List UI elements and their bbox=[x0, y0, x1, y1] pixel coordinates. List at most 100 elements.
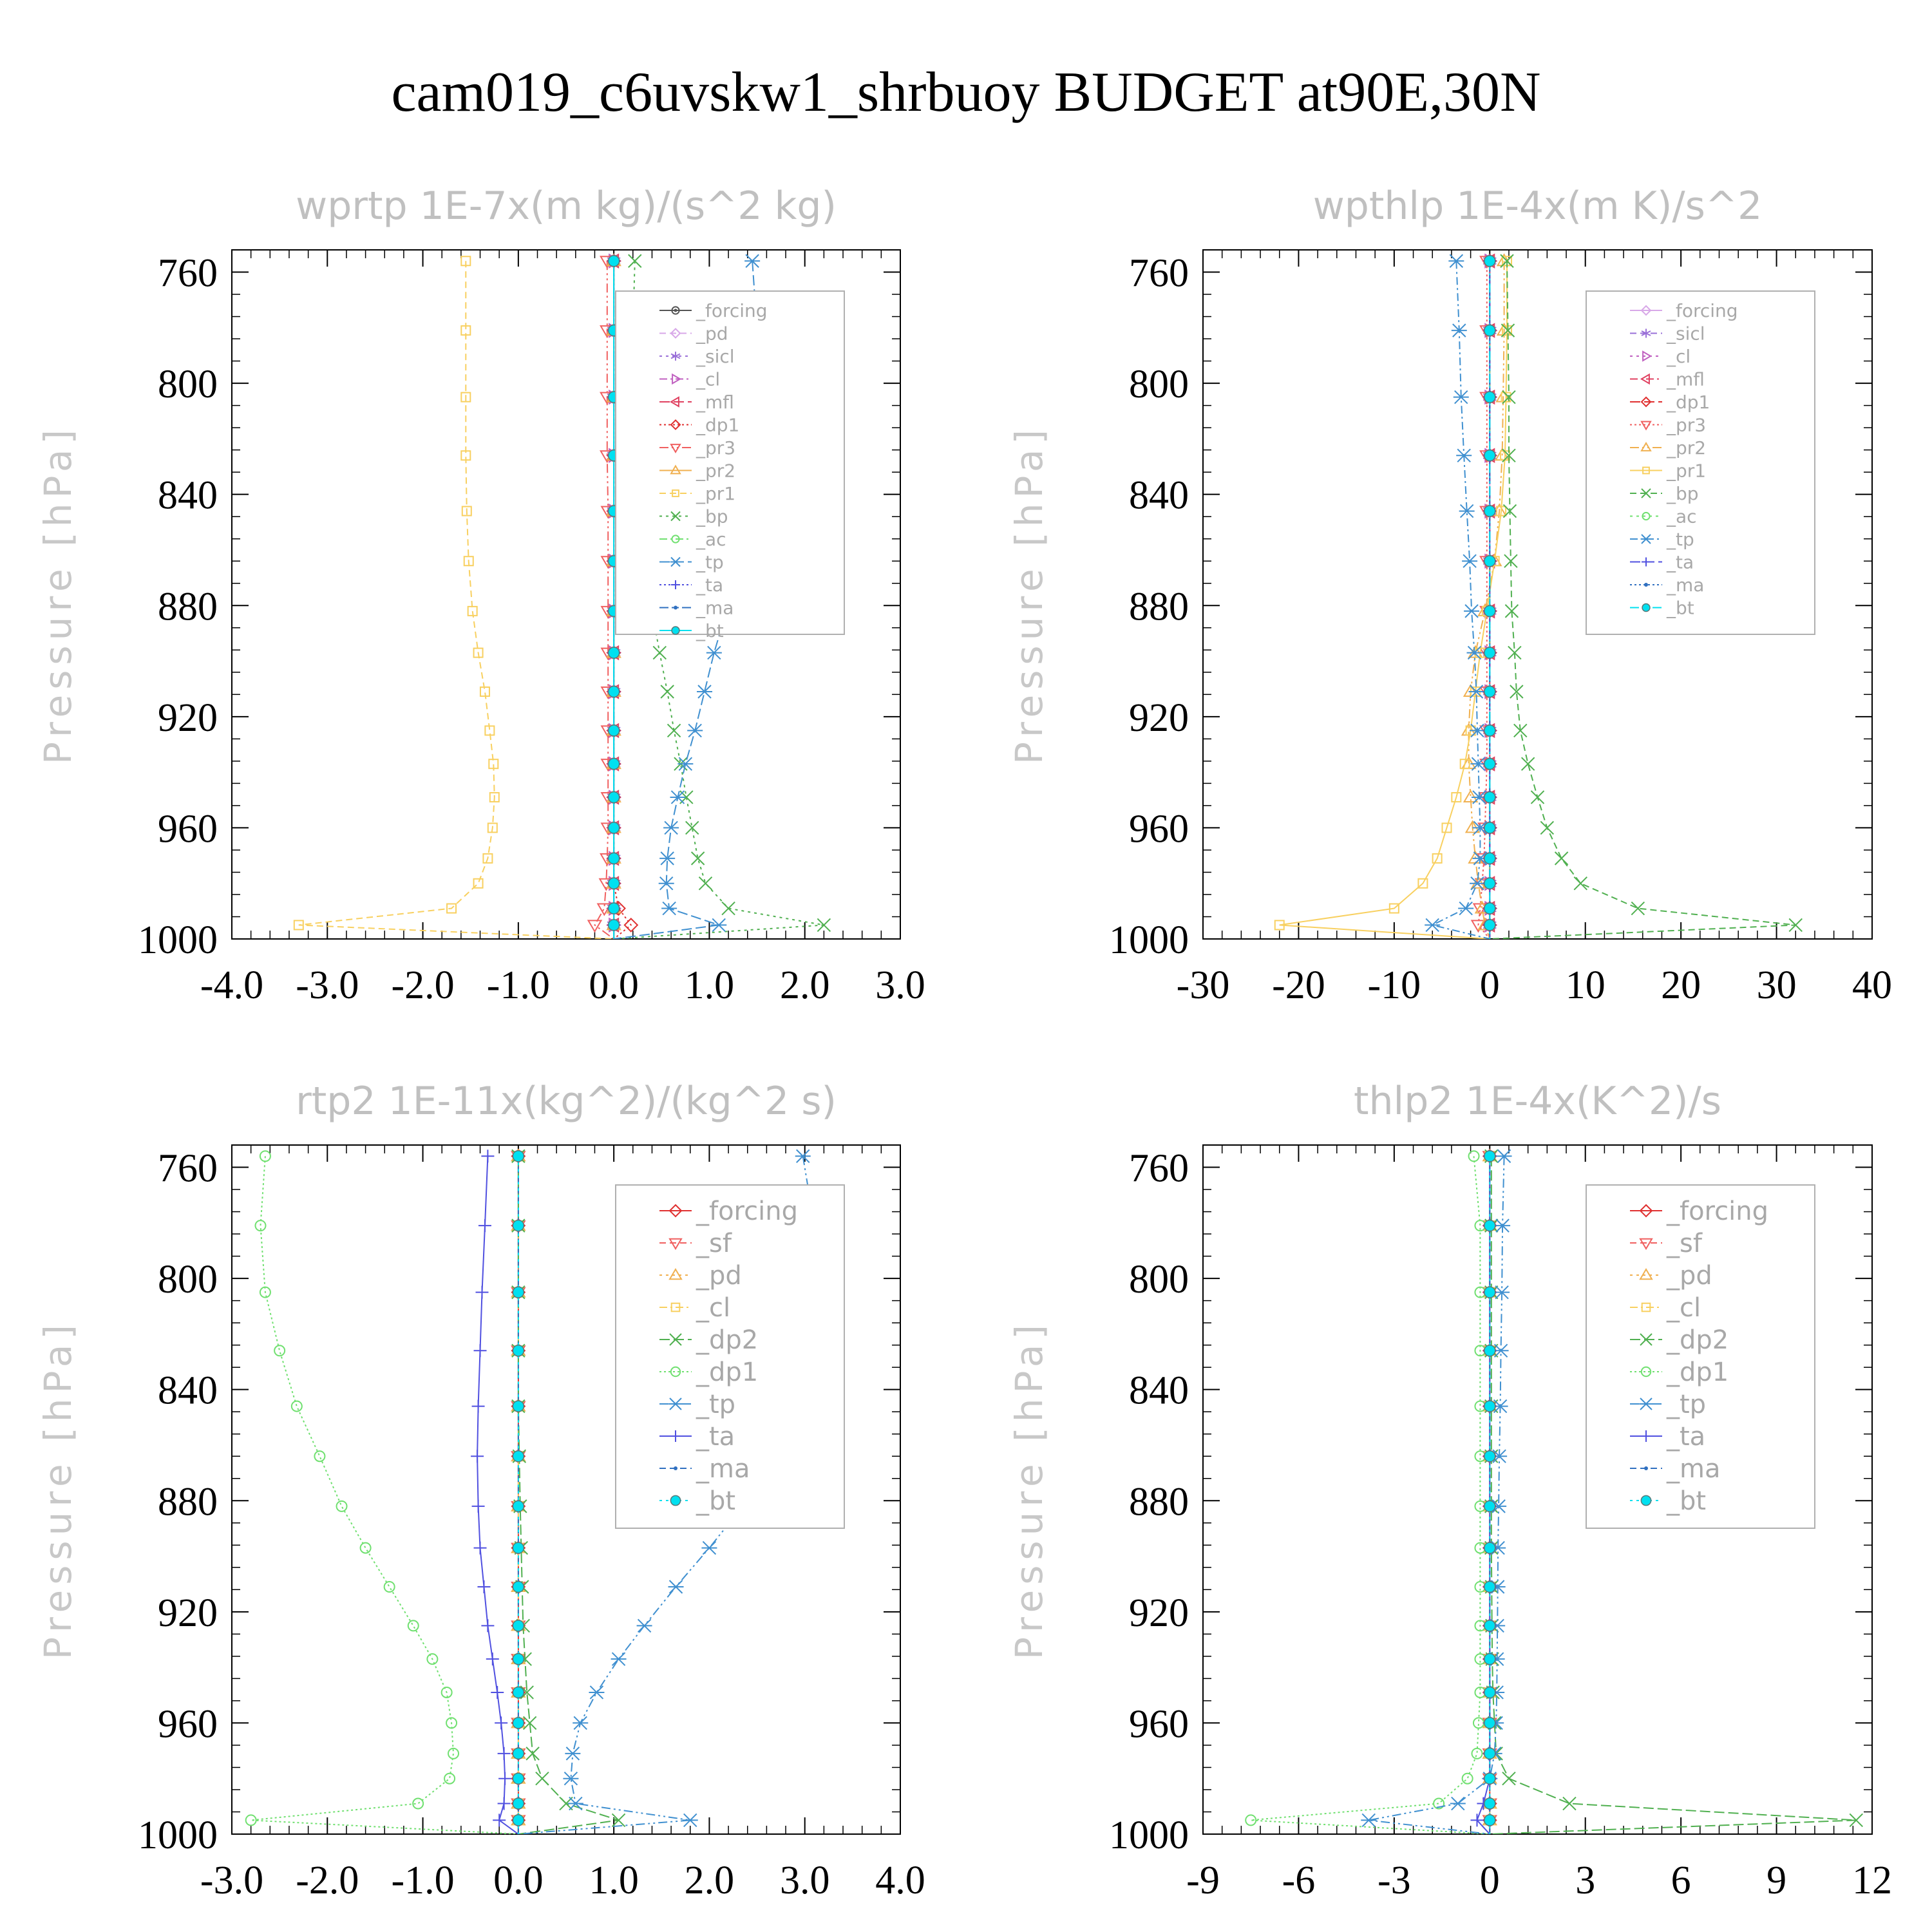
x-tick-label: -2.0 bbox=[391, 963, 454, 1007]
x-tick-label: -1.0 bbox=[391, 1859, 454, 1902]
x-tick-label: 12 bbox=[1852, 1859, 1892, 1902]
legend-marker bbox=[1640, 421, 1652, 431]
y-tick-label: 760 bbox=[158, 252, 218, 296]
data-point bbox=[607, 724, 620, 737]
data-point bbox=[461, 506, 472, 516]
y-axis-label: Pressure [hPa] bbox=[1007, 424, 1051, 764]
legend-marker bbox=[672, 373, 681, 385]
legend-entry: _bt bbox=[659, 620, 724, 641]
data-point bbox=[481, 1150, 495, 1163]
data-point bbox=[495, 1716, 508, 1730]
panel-2: wpthlp 1E-4x(m K)/s^2 Pressure [hPa] -30 -2… bbox=[1007, 184, 1892, 1007]
data-point bbox=[460, 325, 471, 336]
data-point bbox=[1470, 1814, 1484, 1827]
y-tick-label: 1000 bbox=[138, 918, 218, 962]
data-point bbox=[512, 1450, 525, 1463]
data-point bbox=[559, 1796, 573, 1811]
legend-entry: _ta bbox=[1630, 551, 1694, 573]
series-line bbox=[1368, 1156, 1505, 1834]
data-point bbox=[611, 1813, 626, 1828]
data-point bbox=[482, 853, 493, 864]
data-point bbox=[512, 1542, 525, 1554]
data-point bbox=[1484, 554, 1496, 567]
data-point bbox=[667, 723, 681, 738]
data-point bbox=[489, 791, 500, 802]
y-tick-label: 960 bbox=[1129, 1702, 1189, 1746]
legend-entry: _mfl bbox=[659, 392, 734, 413]
data-point bbox=[687, 723, 703, 738]
y-tick-label: 920 bbox=[158, 1591, 218, 1635]
legend-marker bbox=[1639, 1204, 1653, 1218]
data-point bbox=[1502, 1772, 1516, 1786]
data-point bbox=[1484, 1450, 1496, 1463]
legend-entry: _pd bbox=[659, 323, 728, 344]
data-point bbox=[817, 918, 831, 933]
x-tick-label: -10 bbox=[1368, 963, 1421, 1007]
data-point bbox=[1448, 254, 1464, 268]
data-point bbox=[473, 878, 484, 889]
y-axis-label: Pressure [hPa] bbox=[36, 424, 80, 764]
series-line bbox=[1251, 1156, 1490, 1834]
x-tick-label: -2.0 bbox=[296, 1859, 359, 1902]
series-line bbox=[1430, 261, 1490, 939]
x-tick-label: 2.0 bbox=[685, 1859, 735, 1902]
y-tick-label: 1000 bbox=[138, 1814, 218, 1857]
data-point bbox=[1484, 902, 1496, 914]
x-tick-label: 3.0 bbox=[780, 1859, 830, 1902]
data-point bbox=[512, 1400, 525, 1412]
data-point bbox=[463, 556, 474, 567]
legend-marker bbox=[670, 1495, 681, 1506]
series-line bbox=[1476, 1156, 1491, 1834]
data-point bbox=[1562, 1796, 1577, 1811]
legend-label: _cl bbox=[696, 368, 720, 390]
legend-label: _dp2 bbox=[1666, 1325, 1728, 1355]
data-point bbox=[607, 685, 620, 698]
legend-marker bbox=[1640, 1430, 1652, 1442]
data-point bbox=[512, 1620, 525, 1632]
x-tick-label: -30 bbox=[1177, 963, 1230, 1007]
y-tick-label: 800 bbox=[1129, 1258, 1189, 1302]
legend-marker bbox=[670, 328, 681, 339]
data-point bbox=[660, 685, 674, 699]
legend-entry: _dp2 bbox=[659, 1325, 758, 1355]
legend-entry: _ma bbox=[1630, 574, 1704, 596]
legend-marker bbox=[670, 396, 679, 408]
legend-entry: _dp1 bbox=[659, 1358, 758, 1387]
legend-label: _ac bbox=[1666, 506, 1697, 527]
data-point bbox=[293, 920, 304, 931]
legend-label: _sf bbox=[1666, 1229, 1703, 1258]
legend-label: _tp bbox=[1666, 529, 1694, 550]
data-point bbox=[479, 687, 490, 697]
data-point bbox=[1484, 1717, 1496, 1729]
legend-label: _ta bbox=[1666, 551, 1694, 573]
data-point bbox=[1484, 1772, 1496, 1785]
legend-entry: _ma bbox=[1630, 1454, 1720, 1484]
y-tick-label: 920 bbox=[1129, 696, 1189, 740]
y-tick-label: 1000 bbox=[1109, 918, 1189, 962]
legend-entry: _pr2 bbox=[1630, 437, 1706, 459]
series-bt bbox=[1484, 1150, 1496, 1834]
legend-entry: _sicl bbox=[1630, 323, 1705, 344]
data-point bbox=[471, 1499, 485, 1513]
y-tick-label: 760 bbox=[1129, 252, 1189, 296]
data-point bbox=[1463, 789, 1479, 802]
x-tick-label: -1.0 bbox=[487, 963, 550, 1007]
data-point bbox=[1631, 901, 1645, 916]
legend-label: _mfl bbox=[1666, 368, 1705, 390]
data-point bbox=[567, 1796, 583, 1811]
data-point bbox=[1496, 1149, 1512, 1163]
data-point bbox=[1470, 875, 1486, 889]
data-point bbox=[487, 822, 498, 833]
data-point bbox=[1484, 647, 1496, 659]
data-point bbox=[1274, 920, 1285, 931]
y-tick-label: 880 bbox=[1129, 1480, 1189, 1524]
data-point bbox=[1502, 390, 1516, 404]
data-point bbox=[1484, 852, 1496, 865]
legend-entry: _pd bbox=[659, 1261, 742, 1291]
data-point bbox=[607, 902, 620, 914]
data-point bbox=[636, 1618, 652, 1633]
legend-label: _ma bbox=[696, 597, 734, 618]
legend-label: _dp2 bbox=[696, 1325, 758, 1355]
legend-entry: _pr3 bbox=[659, 437, 735, 459]
legend-marker bbox=[670, 1430, 681, 1442]
